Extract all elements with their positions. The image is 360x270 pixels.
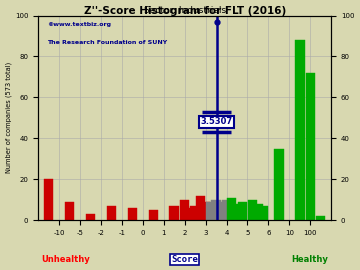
Bar xyxy=(170,206,179,220)
Text: 3.5307: 3.5307 xyxy=(201,117,233,126)
Bar xyxy=(217,202,226,220)
Text: Healthy: Healthy xyxy=(291,255,328,264)
Bar xyxy=(206,202,216,220)
Bar xyxy=(316,216,325,220)
Bar xyxy=(248,200,257,220)
Bar xyxy=(185,208,195,220)
Bar xyxy=(258,206,268,220)
Bar xyxy=(227,198,237,220)
Bar xyxy=(201,202,210,220)
Bar xyxy=(306,73,315,220)
Bar xyxy=(107,206,116,220)
Text: Unhealthy: Unhealthy xyxy=(41,255,90,264)
Bar xyxy=(190,206,200,220)
Bar xyxy=(274,148,284,220)
Text: ©www.textbiz.org: ©www.textbiz.org xyxy=(47,22,111,27)
Bar xyxy=(149,210,158,220)
Bar xyxy=(295,40,305,220)
Bar xyxy=(238,202,247,220)
Bar xyxy=(127,208,137,220)
Bar xyxy=(195,195,205,220)
Bar xyxy=(65,202,74,220)
Bar xyxy=(222,200,231,220)
Bar xyxy=(86,214,95,220)
Bar xyxy=(253,204,263,220)
Bar xyxy=(180,200,189,220)
Bar xyxy=(44,179,53,220)
Bar xyxy=(232,204,242,220)
Text: Sector: Industrials: Sector: Industrials xyxy=(144,6,226,15)
Text: Score: Score xyxy=(171,255,198,264)
Y-axis label: Number of companies (573 total): Number of companies (573 total) xyxy=(5,62,12,173)
Bar xyxy=(211,200,221,220)
Text: The Research Foundation of SUNY: The Research Foundation of SUNY xyxy=(47,40,167,45)
Title: Z''-Score Histogram for FLT (2016): Z''-Score Histogram for FLT (2016) xyxy=(84,6,286,16)
